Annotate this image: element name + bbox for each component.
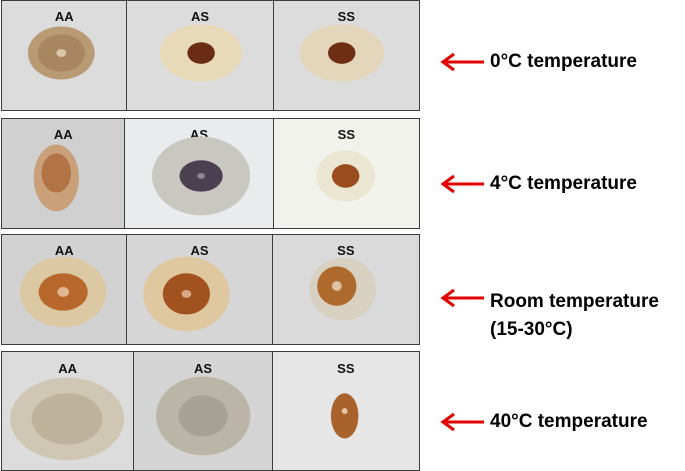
- sample-spot-image: [160, 24, 243, 82]
- sample-spot-image: [315, 150, 375, 202]
- panel-label: SS: [337, 127, 356, 142]
- panel-label: AS: [194, 361, 213, 376]
- panel-label: AS: [191, 9, 210, 24]
- panel-ss-0c: SS: [273, 1, 419, 110]
- row-0c: AA AS SS: [1, 0, 420, 111]
- sample-spot-image: [27, 26, 95, 80]
- row-label-4c: 4°C temperature: [490, 173, 637, 194]
- panel-aa-40c: AA: [2, 352, 135, 470]
- panel-ss-40c: SS: [272, 352, 419, 470]
- panel-as-0c: AS: [127, 1, 274, 110]
- panel-as-40c: AS: [134, 352, 273, 470]
- sample-spot-image: [143, 256, 230, 332]
- panel-label: AA: [54, 9, 74, 24]
- sample-spot-image: [299, 24, 384, 82]
- panel-label: AA: [53, 127, 73, 142]
- panel-ss-room: SS: [272, 235, 419, 344]
- sample-spot-image: [309, 257, 376, 321]
- sample-spot-image: [33, 144, 79, 212]
- sample-spot-image: [152, 136, 251, 216]
- row-4c: AA AS SS: [1, 118, 420, 229]
- panel-as-room: AS: [127, 235, 273, 344]
- panel-label: SS: [337, 361, 355, 376]
- panel-aa-4c: AA: [2, 119, 126, 228]
- sample-spot-image: [156, 376, 251, 456]
- row-label-room-line2: (15-30°C): [490, 319, 573, 340]
- sample-spot-image: [20, 256, 107, 328]
- panel-label: AS: [190, 243, 209, 258]
- sample-spot-image: [330, 393, 359, 439]
- row-label-room-line1: Room temperature: [490, 291, 659, 312]
- arrow-left-icon: [440, 412, 484, 432]
- panel-label: SS: [337, 9, 356, 24]
- row-room: AA AS SS: [1, 234, 420, 345]
- arrow-left-icon: [440, 174, 484, 194]
- row-40c: AA AS SS: [1, 351, 420, 471]
- row-label-0c: 0°C temperature: [490, 51, 637, 72]
- panel-aa-room: AA: [2, 235, 128, 344]
- sample-spot-image: [10, 377, 125, 461]
- arrow-left-icon: [440, 52, 484, 72]
- panel-label: AA: [58, 361, 78, 376]
- panel-aa-0c: AA: [2, 1, 128, 110]
- panel-label: AA: [54, 243, 74, 258]
- panel-label: SS: [337, 243, 355, 258]
- row-label-40c: 40°C temperature: [490, 411, 648, 432]
- panel-as-4c: AS: [125, 119, 274, 228]
- panel-ss-4c: SS: [273, 119, 419, 228]
- arrow-left-icon: [440, 288, 484, 308]
